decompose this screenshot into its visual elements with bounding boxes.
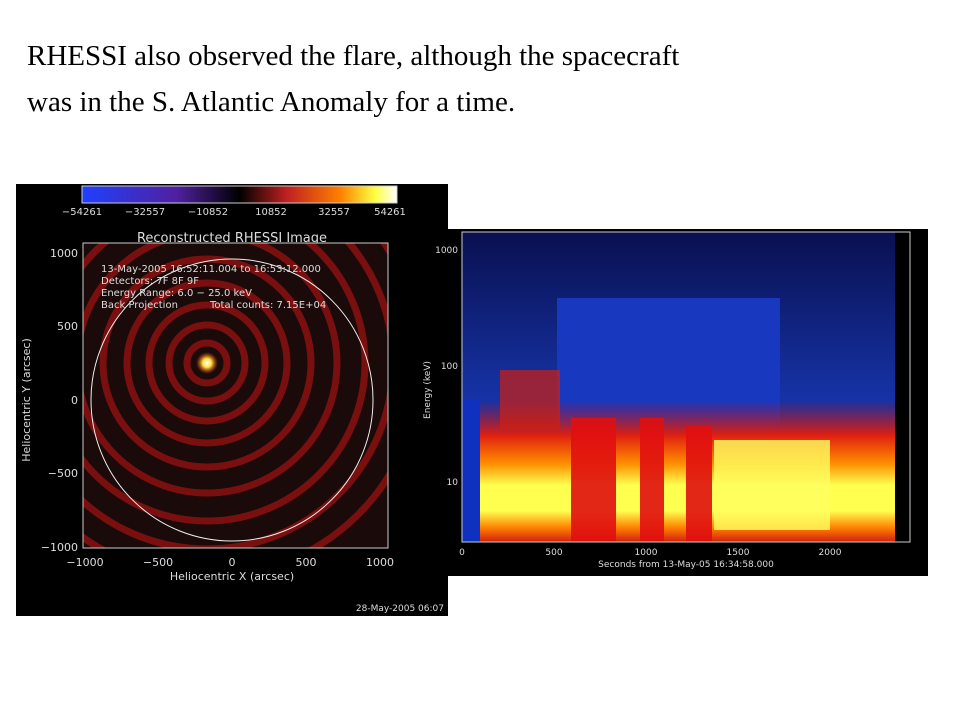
x-tick-label: −500 [143,556,173,569]
spectrogram-patch [571,418,616,542]
x-tick-label: 500 [296,556,317,569]
saa-gaps [462,232,910,542]
colorbar-tick: −54261 [62,207,102,218]
colorbar-tick: −32557 [125,207,165,218]
y-tick-label: 10 [447,478,459,488]
x-tick-label: 2000 [819,548,842,558]
plot-frame [82,242,389,549]
left-image: −54261 −32557 −10852 10852 32557 54261 R… [16,184,448,616]
x-tick-label: 0 [459,548,465,558]
spectrogram-patch [640,418,664,542]
y-tick-label: 500 [57,320,78,333]
annotation: Back Projection [101,300,178,311]
annotation: Detectors: 7F 8F 9F [101,276,199,287]
annotation: Energy Range: 6.0 − 25.0 keV [101,288,252,299]
x-axis-label: Seconds from 13-May-05 16:34:58.000 [598,560,774,570]
rings [83,243,388,548]
spectrogram-patch [500,370,560,430]
y-tick-label: −1000 [41,541,78,554]
colorbar-tick: −10852 [188,207,228,218]
right-image: 1000 100 10 Energy (keV) 0 500 1000 1500… [423,229,928,576]
timestamp: 28-May-2005 06:07 [356,604,444,614]
y-tick-label: 1000 [435,246,458,256]
annotation: 13-May-2005 16:52:11.004 to 16:53:12.000 [101,264,321,275]
y-tick-label: −500 [48,467,78,480]
flare-source [196,352,218,374]
colorbar-tick: 32557 [318,207,350,218]
spectrogram-patch [714,440,830,530]
slide-text: RHESSI also observed the flare, although… [27,40,679,72]
colorbar [81,185,398,204]
x-tick-label: 1000 [366,556,394,569]
spectrogram-patch [686,425,712,542]
y-tick-label: 0 [71,394,78,407]
image-title: Reconstructed RHESSI Image [137,231,327,246]
y-tick-label: 1000 [50,247,78,260]
x-tick-label: −1000 [66,556,103,569]
slide-text: was in the S. Atlantic Anomaly for a tim… [27,86,515,118]
y-axis-label: Energy (keV) [423,361,433,419]
solar-limb [90,258,374,542]
y-axis-label: Heliocentric Y (arcsec) [20,338,33,462]
annotation: Total counts: 7.15E+04 [209,300,326,311]
y-tick-label: 100 [441,362,458,372]
x-tick-label: 1000 [635,548,658,558]
plot-frame [461,231,911,543]
x-tick-label: 500 [545,548,562,558]
x-tick-label: 1500 [727,548,750,558]
x-axis-label: Heliocentric X (arcsec) [170,570,294,583]
x-tick-label: 0 [229,556,236,569]
colorbar-tick: 54261 [374,207,406,218]
colorbar-tick: 10852 [255,207,287,218]
